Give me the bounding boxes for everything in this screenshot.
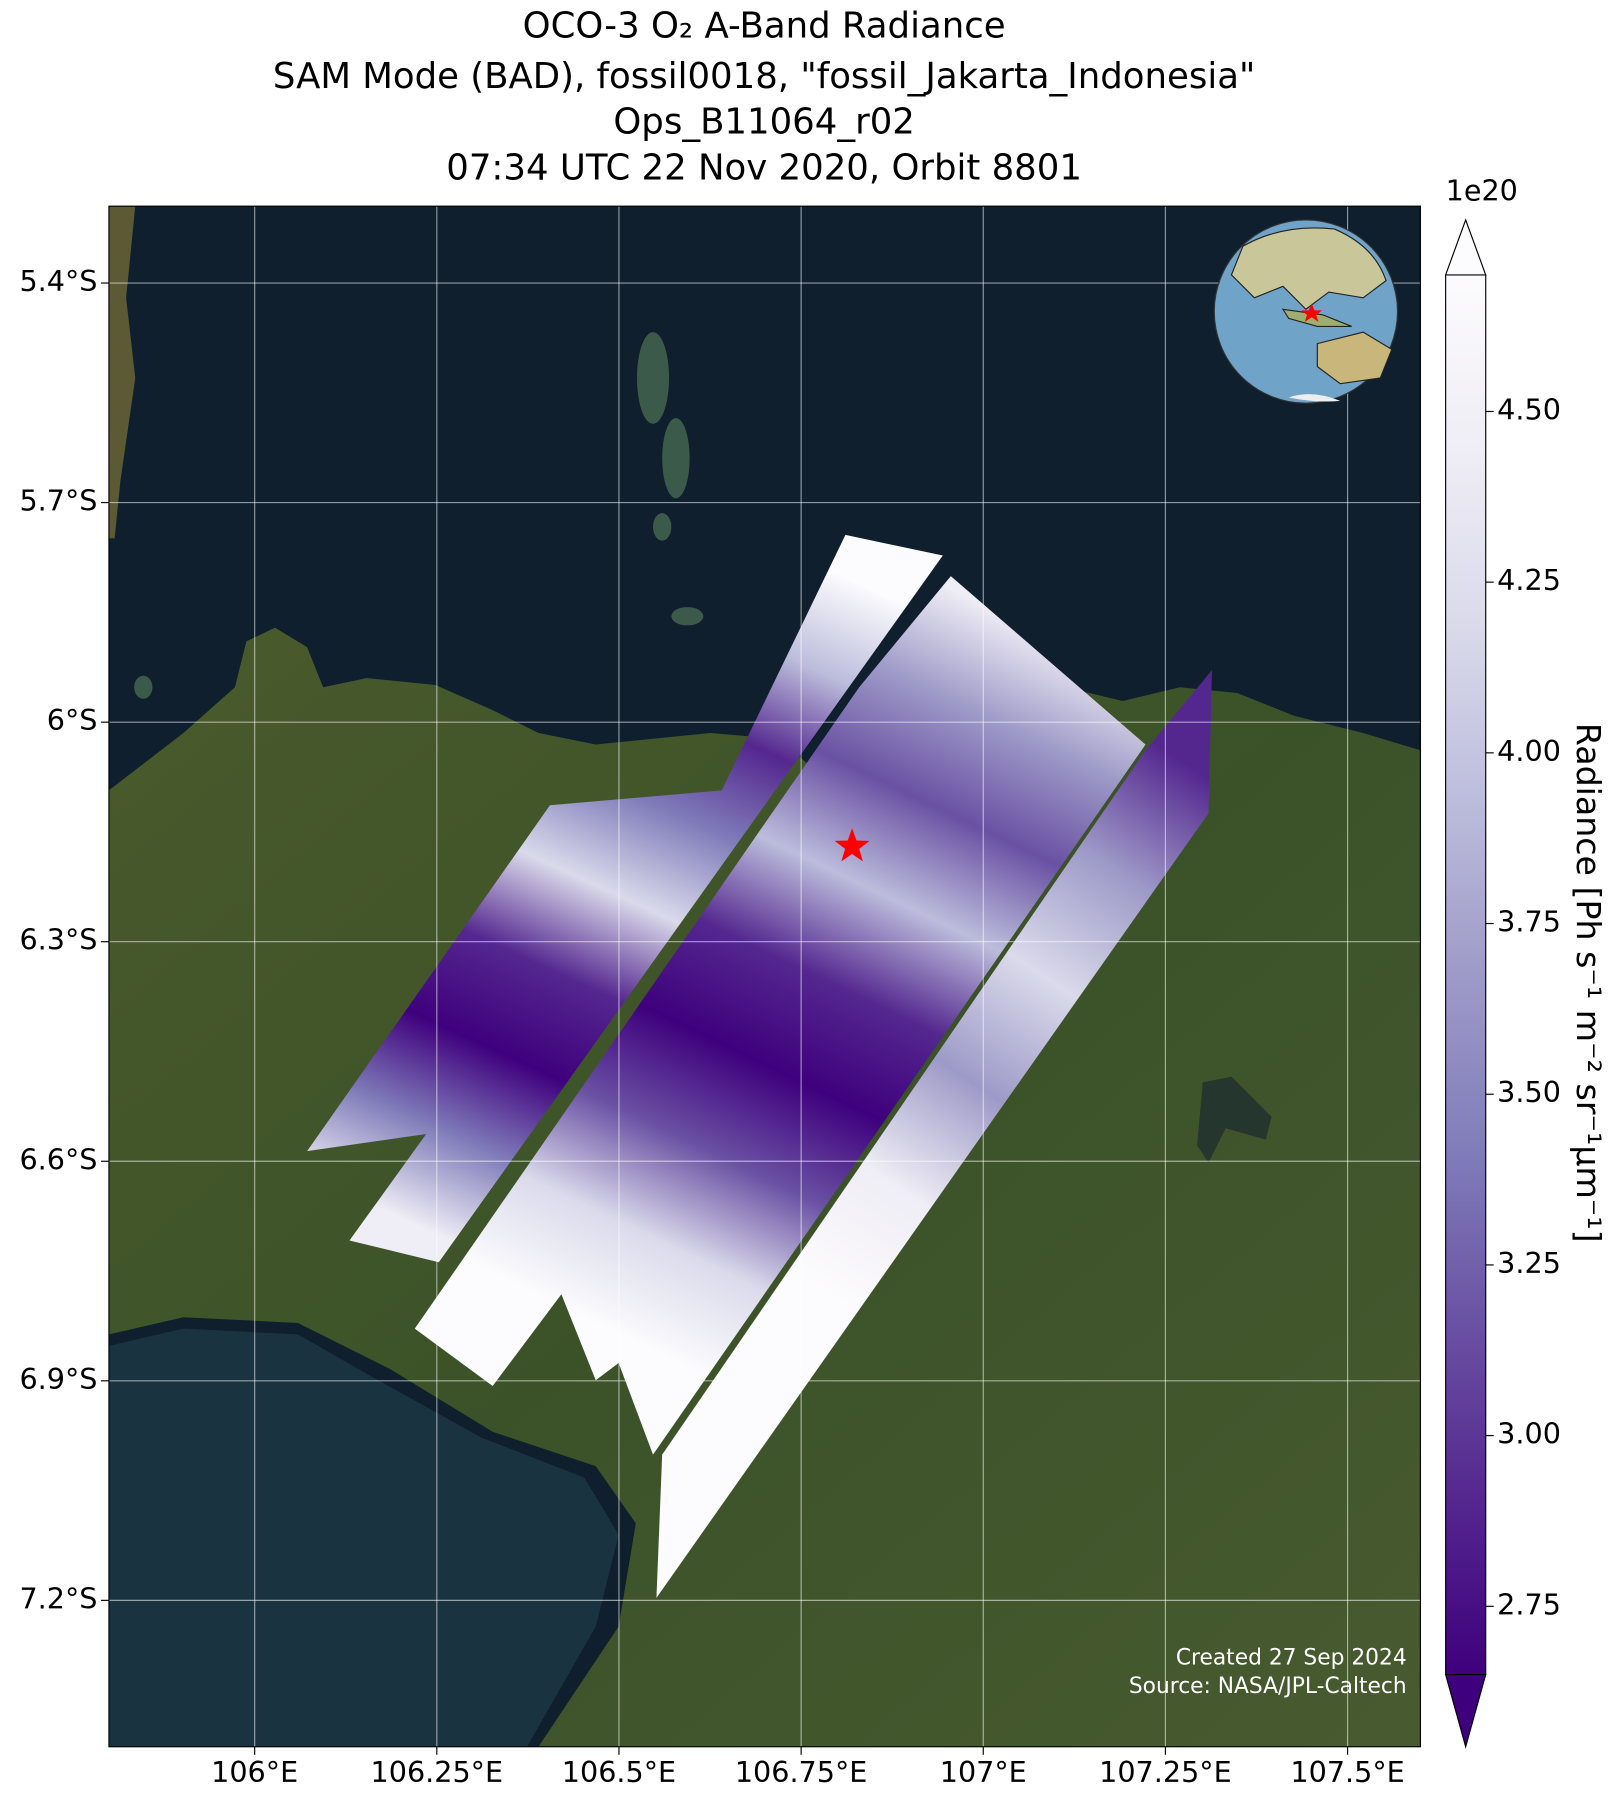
globe-inset	[1213, 219, 1399, 404]
y-tick-label: 6.3°S	[19, 923, 97, 957]
x-tick-label: 107°E	[940, 1755, 1027, 1789]
x-tick-label: 107.25°E	[1099, 1755, 1232, 1789]
colorbar-offset: 1e20	[1446, 173, 1518, 207]
swath	[307, 534, 943, 1263]
colorbar-extend	[1444, 1674, 1487, 1749]
target-marker	[834, 828, 870, 862]
title-line: 07:34 UTC 22 Nov 2020, Orbit 8801	[446, 148, 1082, 189]
colorbar-label: Radiance [Ph s⁻¹ m⁻² sr⁻¹μm⁻¹]	[1569, 723, 1608, 1243]
swath	[414, 576, 1146, 1455]
y-tick-label: 6.9°S	[19, 1362, 97, 1396]
sea	[108, 1328, 619, 1747]
x-tick-label: 106°E	[211, 1755, 298, 1789]
x-tick-label: 106.25°E	[371, 1755, 504, 1789]
title-line: Ops_B11064_r02	[613, 102, 915, 143]
colorbar-tick-label: 3.00	[1497, 1417, 1561, 1451]
x-tick-label: 106.5°E	[562, 1755, 676, 1789]
colorbar-tick-label: 4.00	[1497, 734, 1561, 768]
colorbar-tick-label: 4.25	[1497, 563, 1561, 597]
colorbar-tick-label: 3.25	[1497, 1246, 1561, 1280]
y-tick-label: 6°S	[47, 703, 98, 737]
swath	[656, 670, 1212, 1598]
lake	[1197, 1076, 1272, 1163]
x-tick-label: 107.5°E	[1290, 1755, 1404, 1789]
y-tick-label: 6.6°S	[19, 1142, 97, 1176]
axes-frame	[108, 205, 1422, 1748]
islands	[134, 332, 704, 699]
grid	[108, 206, 1421, 1747]
swaths	[307, 534, 1212, 1598]
colorbar-tick-label: 2.75	[1497, 1587, 1561, 1621]
colorbar	[1445, 274, 1486, 1675]
title-line: SAM Mode (BAD), fossil0018, "fossil_Jaka…	[273, 56, 1255, 97]
land	[108, 206, 136, 539]
x-tick-label: 106.75°E	[735, 1755, 868, 1789]
y-tick-label: 7.2°S	[19, 1581, 97, 1615]
y-tick-label: 5.7°S	[19, 484, 97, 518]
colorbar-tick-label: 4.50	[1497, 392, 1561, 426]
footer-text: Source: NASA/JPL-Caltech	[1129, 1674, 1407, 1699]
y-tick-label: 5.4°S	[19, 264, 97, 298]
title-line: OCO-3 O₂ A-Band Radiance	[523, 5, 1006, 46]
colorbar-tick-label: 3.75	[1497, 905, 1561, 939]
colorbar-extend	[1444, 218, 1487, 276]
footer-text: Created 27 Sep 2024	[1176, 1646, 1407, 1671]
colorbar-tick-label: 3.50	[1497, 1075, 1561, 1109]
title: OCO-3 O₂ A-Band Radiance SAM Mode (BAD),…	[273, 5, 1255, 188]
